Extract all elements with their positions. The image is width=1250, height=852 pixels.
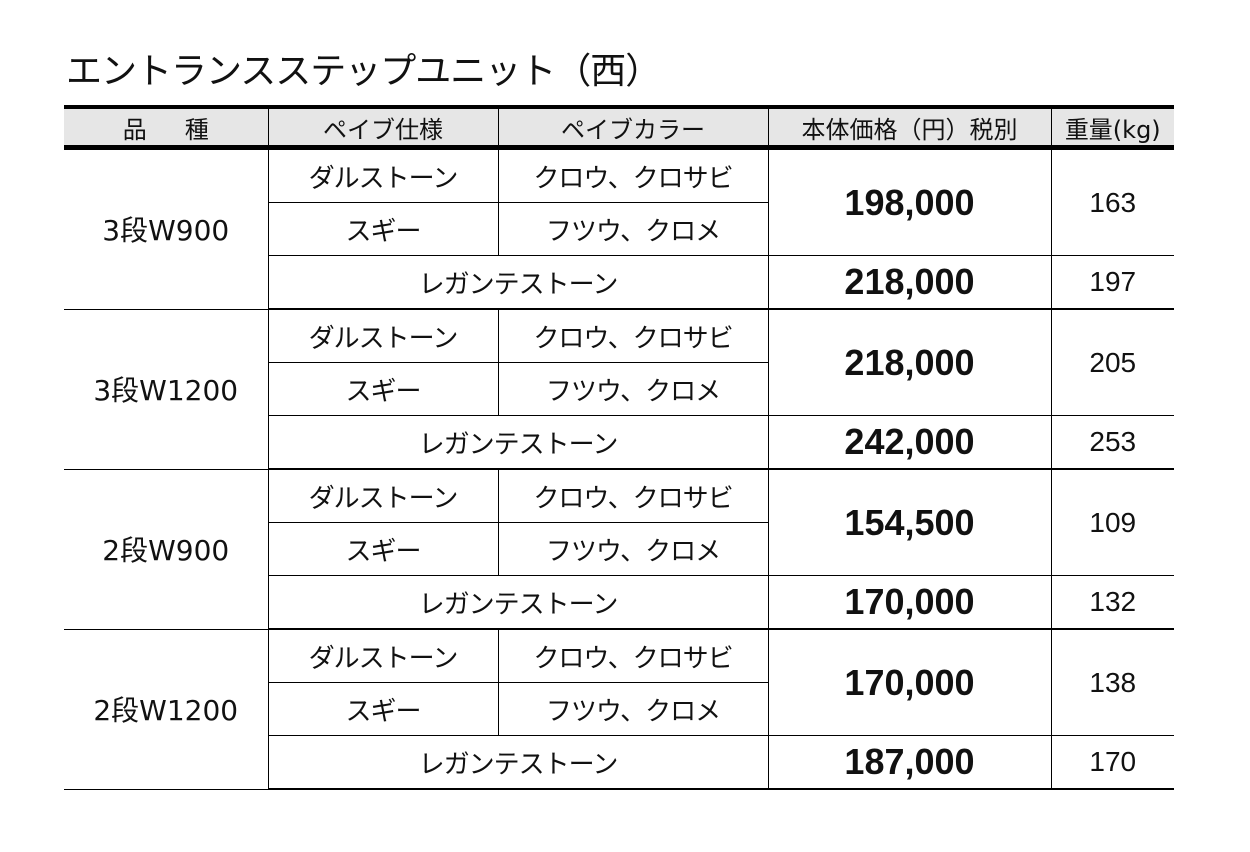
weight-cell: 170 (1050, 735, 1174, 790)
weight-cell: 205 (1050, 309, 1174, 416)
pave-color-cell: フツウ、クロメ (497, 202, 768, 256)
premium-spec-cell: レガンテストーン (267, 735, 768, 790)
pave-spec-cell: スギー (267, 682, 498, 736)
price-cell: 154,500 (767, 469, 1051, 576)
table-row: スギー フツウ、クロメ (64, 522, 1174, 576)
pave-spec-cell: スギー (267, 202, 498, 256)
product-type-cell: 2段W900 (64, 469, 268, 630)
table-row: 2段W900 ダルストーン クロウ、クロサビ 154,500 109 (64, 469, 1174, 630)
pave-color-cell: クロウ、クロサビ (497, 469, 768, 523)
weight-cell: 109 (1050, 469, 1174, 576)
price-cell: 218,000 (767, 309, 1051, 416)
table-row: レガンテストーン 218,000 197 (64, 255, 1174, 310)
table-row: スギー フツウ、クロメ (64, 682, 1174, 736)
pave-color-cell: クロウ、クロサビ (497, 629, 768, 683)
pave-spec-cell: ダルストーン (267, 469, 498, 523)
table-header-row: 品種 ペイブ仕様 ペイブカラー 本体価格（円）税別 重量(kg) (64, 105, 1174, 150)
header-type: 品種 (64, 105, 268, 150)
pave-spec-cell: ダルストーン (267, 147, 498, 203)
product-type-cell: 2段W1200 (64, 629, 268, 790)
premium-spec-cell: レガンテストーン (267, 575, 768, 630)
header-price: 本体価格（円）税別 (767, 105, 1051, 150)
price-cell: 170,000 (767, 629, 1051, 736)
pave-spec-cell: スギー (267, 362, 498, 416)
pave-color-cell: クロウ、クロサビ (497, 309, 768, 363)
price-cell: 242,000 (767, 415, 1051, 470)
table-row: スギー フツウ、クロメ (64, 202, 1174, 256)
pave-spec-cell: ダルストーン (267, 629, 498, 683)
pave-color-cell: フツウ、クロメ (497, 362, 768, 416)
table-row: 3段W1200 ダルストーン クロウ、クロサビ 218,000 205 (64, 309, 1174, 470)
weight-cell: 132 (1050, 575, 1174, 630)
weight-cell: 138 (1050, 629, 1174, 736)
pave-color-cell: フツウ、クロメ (497, 522, 768, 576)
header-weight: 重量(kg) (1050, 105, 1174, 150)
weight-cell: 163 (1050, 147, 1174, 256)
table-row: スギー フツウ、クロメ (64, 362, 1174, 416)
table-row: 2段W1200 ダルストーン クロウ、クロサビ 170,000 138 (64, 629, 1174, 790)
table-row: 3段W900 ダルストーン クロウ、クロサビ 198,000 163 (64, 147, 1174, 310)
header-pave-color: ペイブカラー (497, 105, 768, 150)
price-cell: 198,000 (767, 147, 1051, 256)
pave-color-cell: フツウ、クロメ (497, 682, 768, 736)
product-type-cell: 3段W900 (64, 147, 268, 310)
weight-cell: 197 (1050, 255, 1174, 310)
table-row: レガンテストーン 187,000 170 (64, 735, 1174, 790)
pave-spec-cell: ダルストーン (267, 309, 498, 363)
header-pave-spec: ペイブ仕様 (267, 105, 498, 150)
premium-spec-cell: レガンテストーン (267, 255, 768, 310)
price-cell: 218,000 (767, 255, 1051, 310)
weight-cell: 253 (1050, 415, 1174, 470)
price-table: 品種 ペイブ仕様 ペイブカラー 本体価格（円）税別 重量(kg) 3段W900 … (64, 105, 1174, 790)
pave-spec-cell: スギー (267, 522, 498, 576)
product-type-cell: 3段W1200 (64, 309, 268, 470)
page-title: エントランスステップユニット（西） (66, 51, 661, 92)
premium-spec-cell: レガンテストーン (267, 415, 768, 470)
table-row: レガンテストーン 242,000 253 (64, 415, 1174, 470)
price-cell: 170,000 (767, 575, 1051, 630)
price-cell: 187,000 (767, 735, 1051, 790)
table-row: レガンテストーン 170,000 132 (64, 575, 1174, 630)
pave-color-cell: クロウ、クロサビ (497, 147, 768, 203)
